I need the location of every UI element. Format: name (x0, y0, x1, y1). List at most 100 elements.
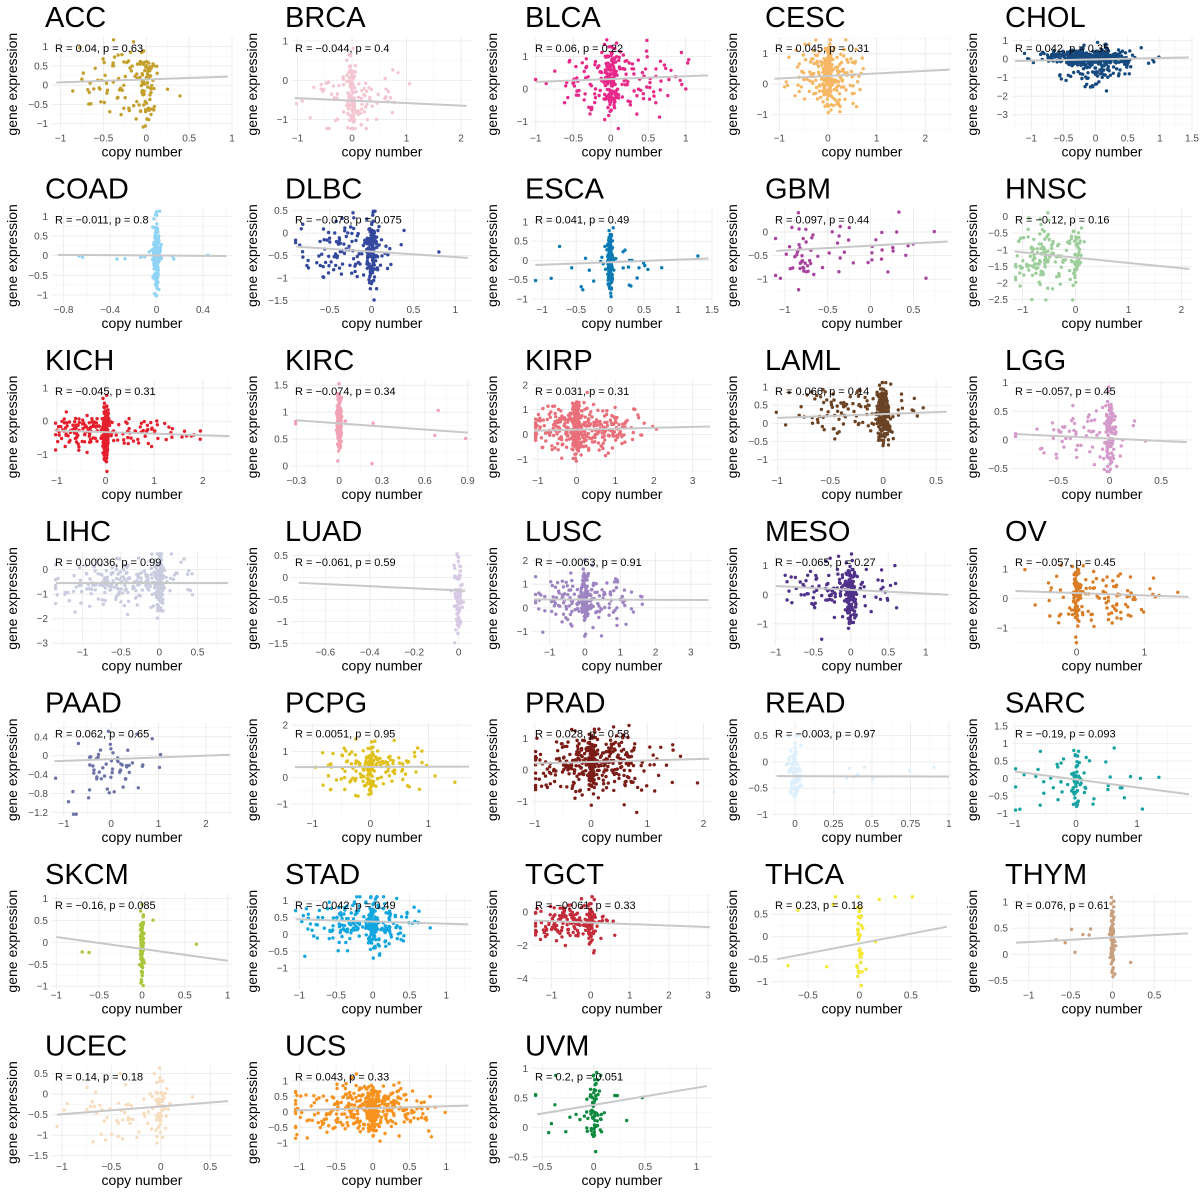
data-point (372, 239, 376, 243)
data-point (1076, 259, 1081, 263)
data-point (585, 612, 589, 616)
data-point (1109, 427, 1113, 432)
data-point (374, 235, 378, 239)
data-point (609, 239, 613, 243)
data-point (104, 568, 109, 573)
data-point (155, 423, 160, 427)
data-point (866, 424, 870, 428)
data-point (861, 67, 865, 71)
data-point (533, 78, 538, 82)
data-point (607, 228, 611, 233)
data-point (63, 592, 67, 597)
data-point (154, 239, 159, 244)
data-point (542, 424, 546, 428)
data-point (101, 602, 106, 606)
data-point (112, 438, 116, 443)
data-point (1113, 60, 1117, 64)
data-point (608, 79, 612, 83)
data-point (610, 276, 615, 280)
data-point (624, 72, 628, 76)
data-point (551, 595, 555, 599)
data-point (1087, 65, 1092, 69)
data-point (816, 254, 820, 258)
data-point (120, 575, 124, 579)
data-point (155, 222, 159, 226)
data-point (1103, 42, 1107, 47)
data-point (370, 228, 374, 232)
data-point (1013, 262, 1018, 267)
data-point (609, 593, 613, 597)
data-point (814, 85, 819, 90)
data-point (1095, 74, 1100, 78)
data-point (151, 274, 155, 279)
data-point (77, 448, 81, 452)
data-point (160, 593, 164, 597)
data-point (837, 92, 842, 96)
data-point (167, 425, 171, 429)
data-point (662, 63, 667, 67)
data-point (823, 104, 827, 109)
x-axis-label: copy number (822, 486, 903, 502)
data-point (637, 416, 641, 420)
data-point (679, 50, 684, 55)
y-tick-label: 1 (762, 49, 768, 60)
data-point (159, 599, 163, 604)
data-point (53, 583, 58, 588)
data-point (838, 104, 842, 109)
data-point (329, 260, 333, 264)
data-point (839, 60, 844, 65)
data-point (1071, 403, 1075, 408)
data-point (889, 382, 893, 386)
data-point (148, 86, 153, 90)
data-point (372, 246, 377, 250)
data-point (1069, 237, 1074, 241)
data-point (109, 572, 113, 577)
data-point (77, 583, 82, 588)
x-tick-label: 2 (200, 476, 206, 487)
data-point (882, 392, 886, 396)
data-point (622, 433, 626, 437)
data-point (607, 113, 611, 118)
data-point (1100, 75, 1104, 80)
data-point (357, 82, 361, 86)
data-point (1024, 262, 1029, 266)
data-point (609, 291, 613, 295)
data-point (832, 427, 836, 431)
data-point (827, 45, 831, 49)
data-point (632, 72, 636, 76)
data-point (830, 83, 835, 87)
data-point (900, 406, 905, 410)
data-point (152, 217, 156, 221)
data-point (1079, 226, 1084, 230)
data-point (347, 92, 351, 96)
data-point (888, 417, 893, 421)
data-point (575, 408, 579, 412)
data-point (1085, 65, 1089, 70)
data-point (351, 257, 356, 261)
data-point (567, 60, 571, 64)
data-point (577, 437, 582, 441)
data-point (352, 117, 357, 122)
data-point (350, 126, 355, 131)
data-point (114, 433, 118, 437)
data-point (1061, 425, 1065, 429)
data-point (560, 579, 564, 583)
data-point (596, 601, 600, 606)
data-point (824, 71, 828, 75)
data-point (372, 275, 377, 279)
data-point (801, 236, 805, 241)
data-point (629, 607, 634, 611)
data-point (575, 402, 579, 407)
data-point (1078, 239, 1082, 243)
data-point (828, 42, 832, 46)
data-point (370, 104, 374, 108)
data-point (613, 47, 617, 51)
data-point (850, 60, 855, 65)
data-point (437, 250, 441, 254)
y-tick-label: 0 (522, 603, 528, 614)
data-point (1043, 265, 1047, 269)
data-point (533, 278, 538, 283)
data-point (533, 417, 538, 421)
data-point (577, 88, 581, 93)
data-point (80, 589, 84, 594)
